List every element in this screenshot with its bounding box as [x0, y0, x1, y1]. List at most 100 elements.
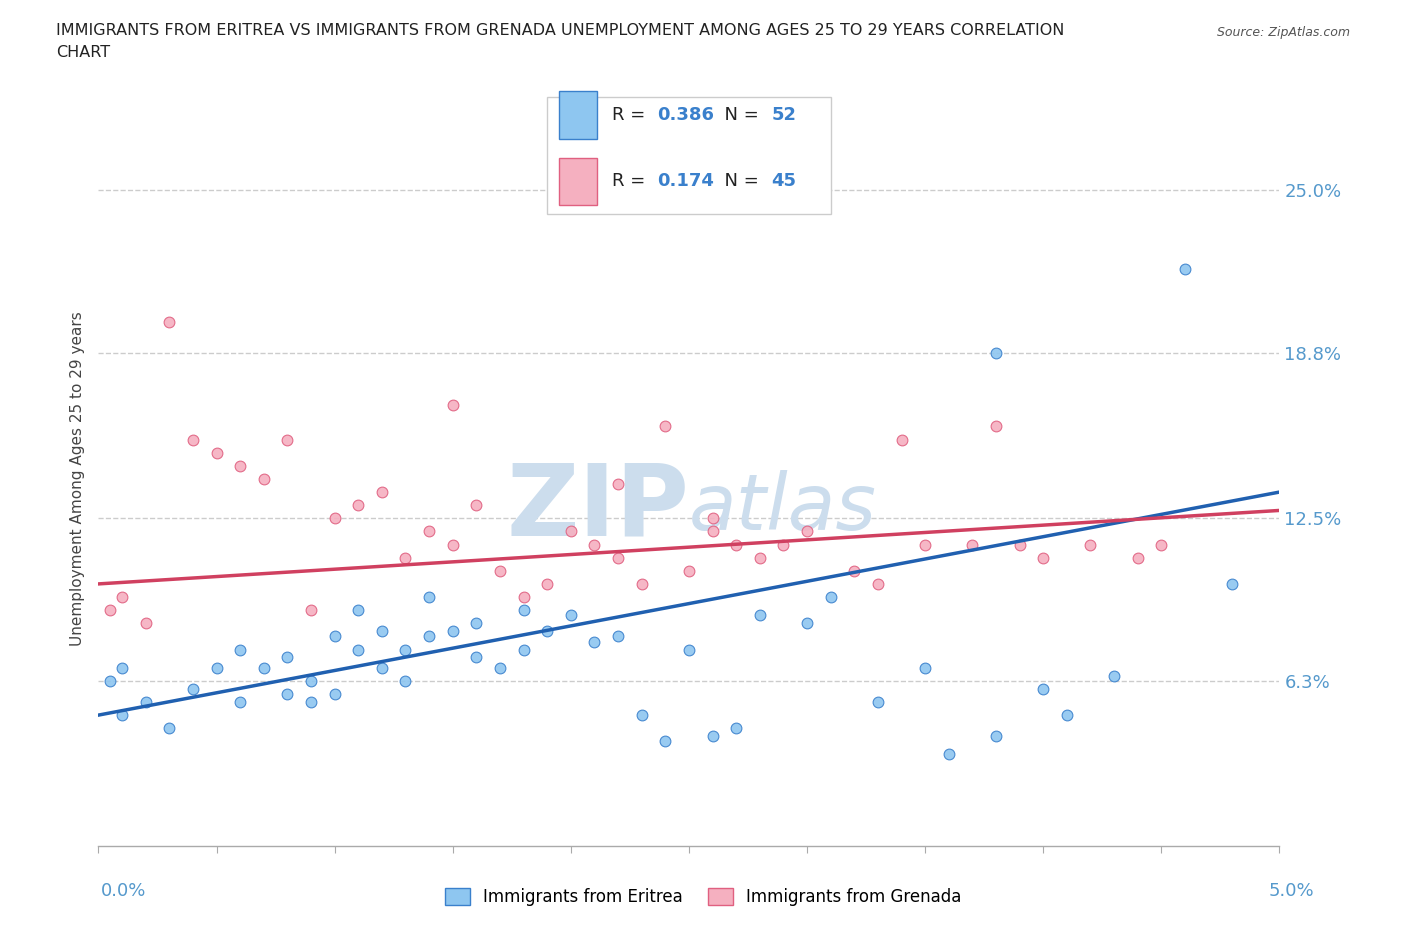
Point — [1032, 682, 1054, 697]
Point — [299, 673, 322, 688]
Point — [1102, 669, 1125, 684]
Text: 5.0%: 5.0% — [1270, 882, 1315, 900]
Y-axis label: Unemployment Among Ages 25 to 29 years: Unemployment Among Ages 25 to 29 years — [69, 312, 84, 646]
Legend: Immigrants from Eritrea, Immigrants from Grenada: Immigrants from Eritrea, Immigrants from… — [437, 881, 969, 912]
Point — [135, 695, 157, 710]
Point — [512, 642, 534, 657]
Point — [253, 660, 276, 675]
Text: 0.0%: 0.0% — [101, 882, 146, 900]
Point — [796, 616, 818, 631]
Point — [607, 551, 630, 565]
Point — [111, 708, 134, 723]
Text: CHART: CHART — [56, 45, 110, 60]
Text: 52: 52 — [772, 106, 797, 125]
Point — [630, 708, 652, 723]
Point — [135, 616, 157, 631]
Point — [820, 590, 842, 604]
Text: N =: N = — [713, 106, 763, 125]
Point — [844, 564, 866, 578]
Point — [560, 608, 582, 623]
Point — [157, 721, 180, 736]
Point — [583, 538, 606, 552]
Point — [560, 524, 582, 538]
Point — [371, 624, 394, 639]
Point — [347, 603, 370, 618]
Point — [772, 538, 794, 552]
Point — [229, 695, 252, 710]
Point — [229, 458, 252, 473]
Text: atlas: atlas — [689, 471, 877, 546]
Point — [678, 564, 700, 578]
Point — [205, 445, 228, 460]
Point — [914, 660, 936, 675]
Point — [111, 590, 134, 604]
FancyBboxPatch shape — [560, 157, 596, 206]
Point — [914, 538, 936, 552]
Point — [465, 616, 488, 631]
Point — [489, 564, 512, 578]
Point — [347, 498, 370, 512]
Point — [1008, 538, 1031, 552]
Point — [630, 577, 652, 591]
Text: ZIP: ZIP — [506, 459, 689, 557]
Point — [98, 673, 121, 688]
Point — [323, 686, 346, 701]
Point — [1056, 708, 1078, 723]
Point — [678, 642, 700, 657]
Point — [725, 538, 748, 552]
Point — [299, 695, 322, 710]
Point — [607, 477, 630, 492]
Point — [276, 650, 298, 665]
Point — [512, 590, 534, 604]
Point — [276, 432, 298, 447]
Point — [323, 629, 346, 644]
Point — [323, 511, 346, 525]
FancyBboxPatch shape — [560, 91, 596, 140]
Point — [371, 660, 394, 675]
Point — [1080, 538, 1102, 552]
Point — [1174, 261, 1197, 276]
Point — [984, 729, 1007, 744]
Point — [111, 660, 134, 675]
Text: 45: 45 — [772, 172, 797, 191]
Point — [418, 524, 440, 538]
Point — [441, 398, 464, 413]
Point — [418, 590, 440, 604]
Text: 0.386: 0.386 — [657, 106, 714, 125]
Point — [654, 734, 676, 749]
Text: Source: ZipAtlas.com: Source: ZipAtlas.com — [1216, 26, 1350, 39]
Point — [536, 624, 558, 639]
Point — [394, 551, 416, 565]
Text: R =: R = — [612, 172, 651, 191]
Point — [512, 603, 534, 618]
Point — [253, 472, 276, 486]
Point — [1220, 577, 1243, 591]
Text: N =: N = — [713, 172, 763, 191]
Point — [181, 432, 204, 447]
Text: R =: R = — [612, 106, 651, 125]
Point — [276, 686, 298, 701]
Point — [441, 624, 464, 639]
FancyBboxPatch shape — [547, 97, 831, 215]
Point — [536, 577, 558, 591]
Point — [583, 634, 606, 649]
Point — [702, 729, 724, 744]
Point — [866, 695, 889, 710]
Point — [489, 660, 512, 675]
Point — [205, 660, 228, 675]
Point — [702, 524, 724, 538]
Point — [984, 419, 1007, 434]
Point — [962, 538, 984, 552]
Point — [748, 608, 770, 623]
Point — [796, 524, 818, 538]
Point — [890, 432, 912, 447]
Point — [748, 551, 770, 565]
Point — [418, 629, 440, 644]
Point — [441, 538, 464, 552]
Point — [984, 346, 1007, 361]
Text: IMMIGRANTS FROM ERITREA VS IMMIGRANTS FROM GRENADA UNEMPLOYMENT AMONG AGES 25 TO: IMMIGRANTS FROM ERITREA VS IMMIGRANTS FR… — [56, 23, 1064, 38]
Point — [229, 642, 252, 657]
Point — [394, 642, 416, 657]
Point — [938, 747, 960, 762]
Point — [607, 629, 630, 644]
